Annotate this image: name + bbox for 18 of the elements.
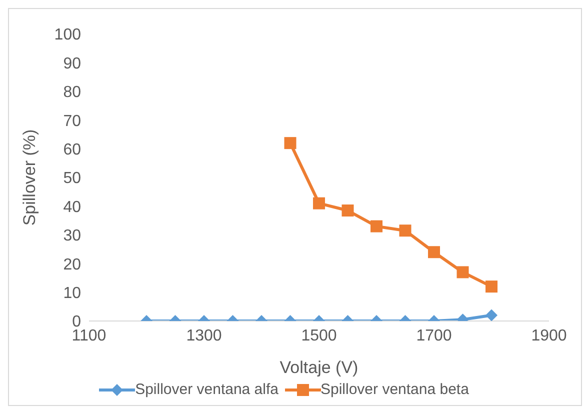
x-tick-label: 1500 bbox=[301, 327, 337, 344]
legend-label: Spillover ventana alfa bbox=[135, 381, 278, 398]
x-tick-label: 1700 bbox=[416, 327, 452, 344]
y-tick-label: 30 bbox=[63, 228, 82, 245]
y-tick-label: 20 bbox=[63, 256, 82, 274]
y-axis-title: Spillover (%) bbox=[20, 129, 40, 226]
y-tick-label: 90 bbox=[63, 55, 82, 72]
x-tick-label: 1900 bbox=[531, 327, 567, 344]
y-tick-label: 80 bbox=[63, 84, 82, 102]
y-tick-label: 10 bbox=[63, 284, 82, 302]
x-axis-title: Voltaje (V) bbox=[280, 358, 358, 377]
y-tick-label: 60 bbox=[63, 141, 82, 158]
y-tick-label: 70 bbox=[63, 112, 82, 130]
legend-label: Spillover ventana beta bbox=[320, 381, 469, 398]
y-tick-label: 50 bbox=[63, 170, 82, 188]
x-tick-label: 1300 bbox=[186, 327, 222, 344]
y-tick-label: 40 bbox=[63, 198, 82, 216]
y-tick-label: 100 bbox=[54, 26, 82, 44]
